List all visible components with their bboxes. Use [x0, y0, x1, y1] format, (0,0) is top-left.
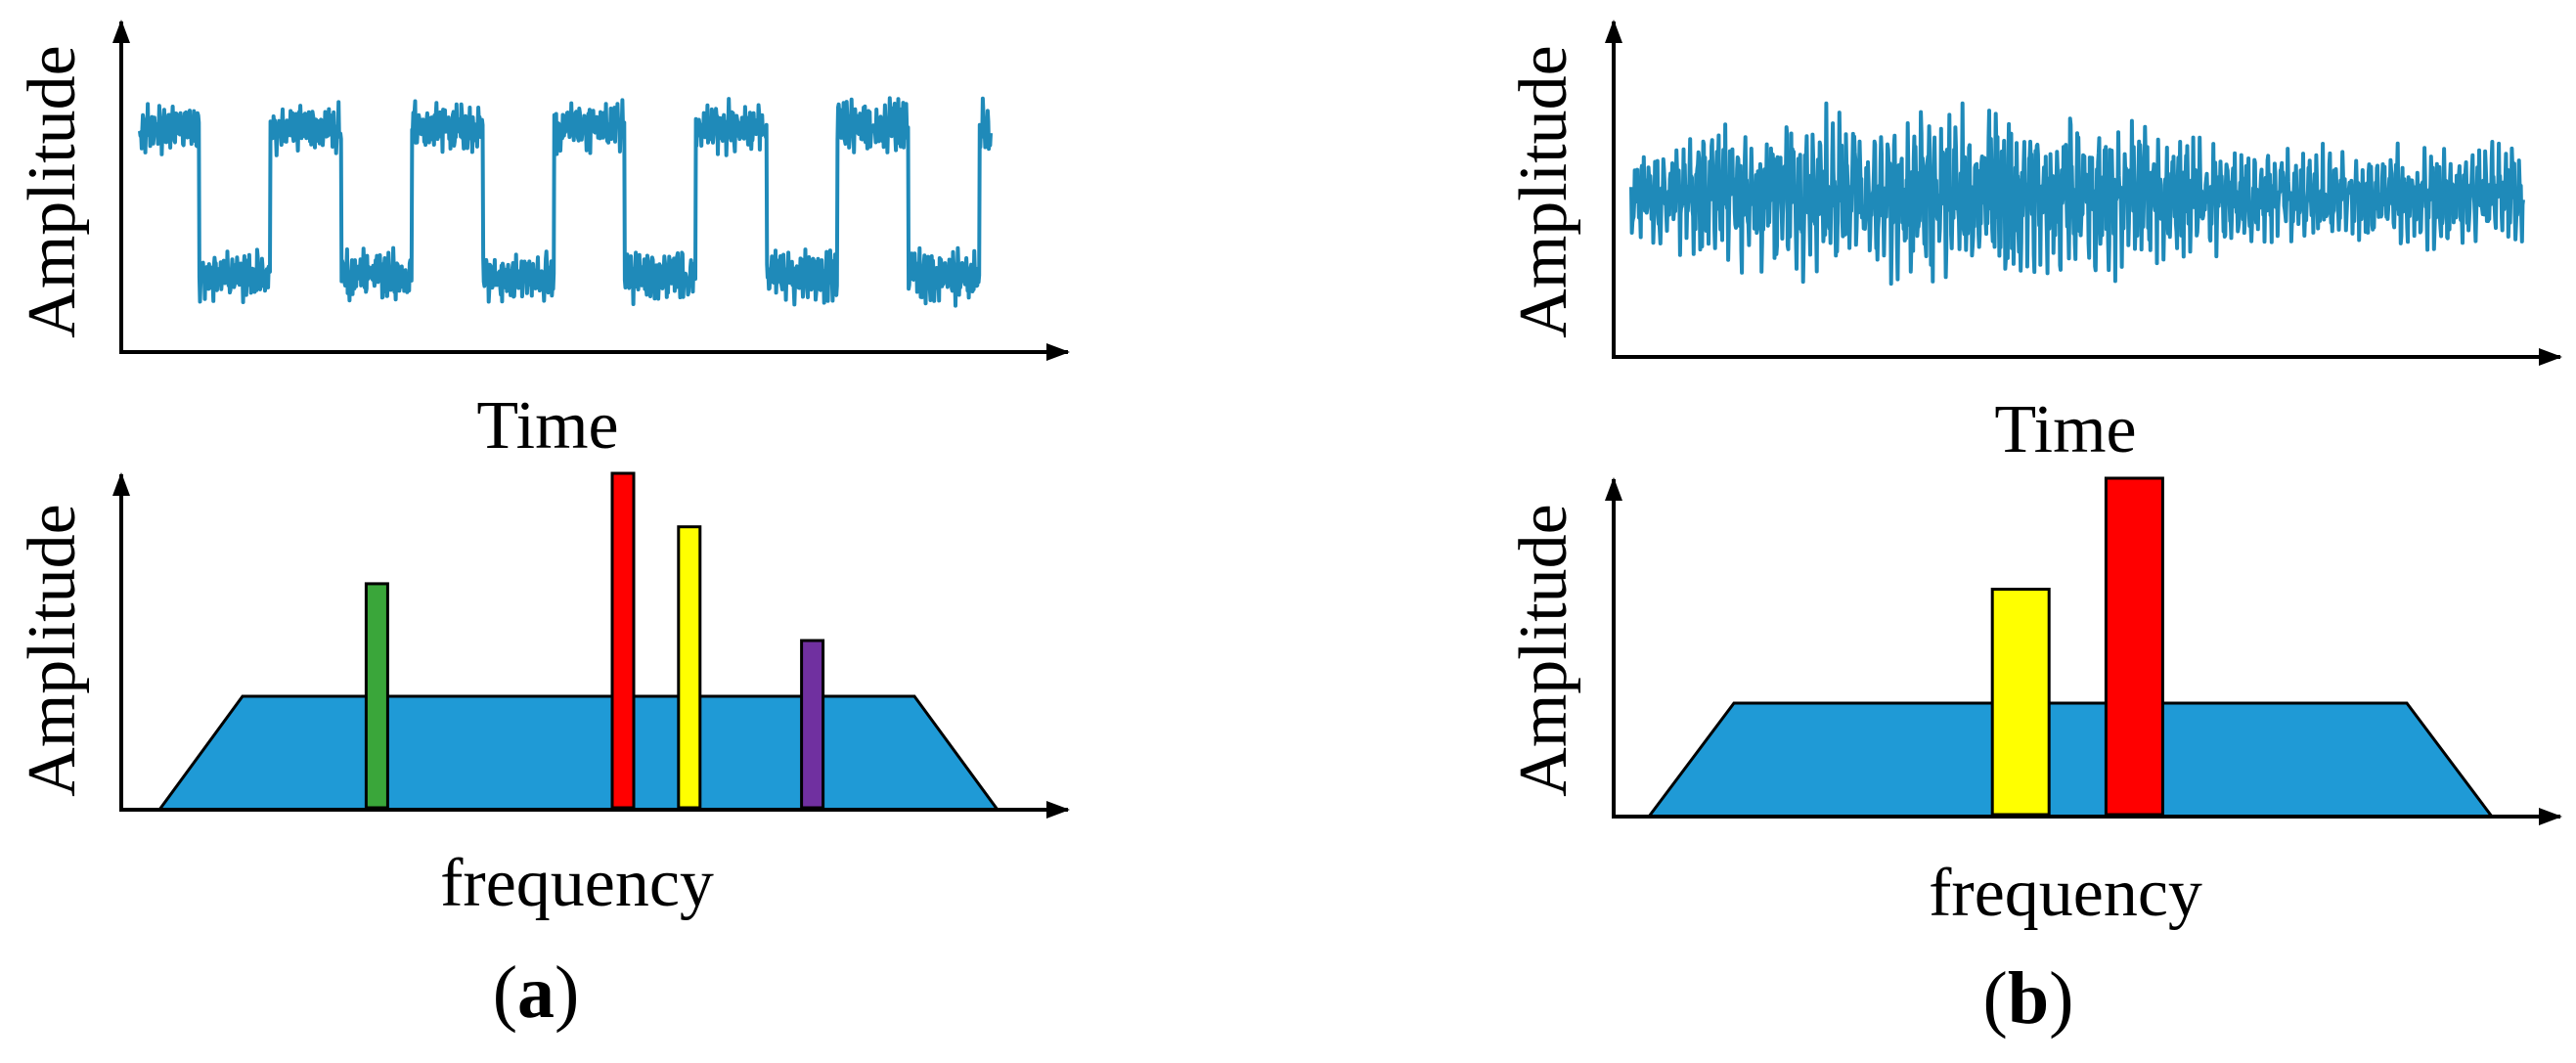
panel-a: Amplitude Time Amplitude frequency (a): [15, 20, 1070, 1034]
spectrum-plot-b: Amplitude frequency: [1506, 476, 2562, 931]
panel-b: Amplitude Time Amplitude frequency (b): [1506, 20, 2562, 1040]
red-peak: [610, 471, 636, 810]
square-wave-signal: [138, 96, 993, 308]
noise-signal: [1629, 101, 2525, 287]
x-axis-label: frequency: [440, 846, 714, 921]
y-axis-label: Amplitude: [15, 45, 90, 337]
y-axis-label: Amplitude: [15, 504, 90, 796]
spectrum-plot-a: Amplitude frequency: [15, 471, 1070, 921]
time-plot-b: Amplitude Time: [1506, 20, 2562, 467]
yellow-peak: [677, 525, 702, 810]
y-axis-label: Amplitude: [1506, 504, 1581, 796]
green-peak: [364, 582, 389, 810]
x-axis-label: Time: [1994, 392, 2136, 467]
x-axis-label: Time: [476, 388, 618, 464]
purple-peak: [800, 639, 825, 810]
peaks-b: [1990, 476, 2164, 817]
yellow-peak: [1990, 588, 2051, 817]
noise-floor-band: [156, 694, 1000, 812]
x-axis-label: frequency: [1929, 856, 2202, 931]
red-peak: [2104, 476, 2164, 817]
panel-caption-b: (b): [1983, 957, 2074, 1040]
time-plot-a: Amplitude Time: [15, 20, 1070, 464]
panel-caption-a: (a): [493, 952, 580, 1034]
y-axis-label: Amplitude: [1506, 45, 1581, 337]
noise-floor-band: [1646, 701, 2495, 819]
